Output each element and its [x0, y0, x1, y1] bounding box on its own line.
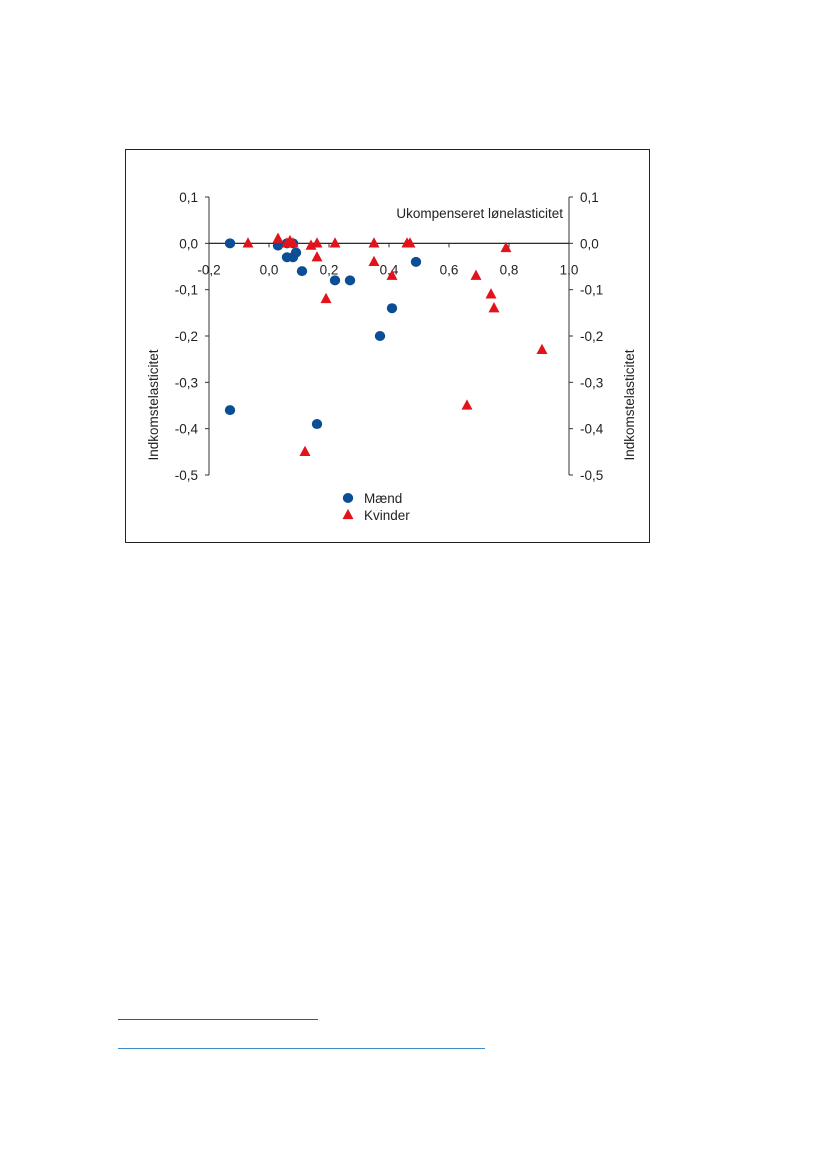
legend-label-maend: Mænd	[364, 491, 402, 506]
data-point-kvinder	[386, 269, 398, 280]
data-point-kvinder	[488, 302, 500, 313]
data-point-maend	[272, 240, 284, 251]
data-point-kvinder	[470, 269, 482, 280]
chart-frame: 0,1 0,1 0,0 0,0 -0,1 -0,1 -0,2 -0,2 -0,3 -0,3 -0,4…	[125, 149, 650, 543]
data-point-maend	[344, 275, 356, 286]
data-point-kvinder	[272, 232, 284, 243]
legend-marker-maend	[342, 493, 354, 503]
data-point-kvinder	[311, 251, 323, 262]
footnote-link-underline[interactable]	[118, 1048, 485, 1049]
y-tick-label-left: 0,1	[179, 190, 198, 205]
data-point-kvinder	[299, 445, 311, 456]
x-tick-label: 1,0	[560, 262, 579, 277]
data-point-kvinder	[311, 237, 323, 248]
y-tick-label-right: -0,5	[580, 468, 603, 483]
data-point-kvinder	[536, 343, 548, 355]
data-point-kvinder	[242, 237, 254, 248]
x-axis-title: Ukompenseret lønelasticitet	[396, 206, 563, 221]
data-point-maend	[290, 247, 302, 258]
x-tick-label: 0,8	[500, 262, 519, 277]
x-tick-label: 0,6	[440, 262, 459, 277]
data-point-maend	[224, 238, 236, 249]
y-axis-title-right: Indkomstelasticitet	[622, 349, 637, 460]
y-tick-label-left: -0,1	[175, 283, 198, 298]
data-point-kvinder	[368, 237, 380, 248]
data-point-maend	[296, 266, 308, 277]
y-tick-label-left: -0,2	[175, 329, 198, 344]
y-tick-label-right: -0,2	[580, 329, 603, 344]
data-point-kvinder	[500, 241, 512, 253]
y-tick-label-right: -0,4	[580, 422, 604, 437]
y-tick-label-right: -0,3	[580, 375, 603, 390]
data-point-maend	[410, 256, 422, 267]
data-point-kvinder	[320, 292, 332, 304]
y-tick-label-left: -0,4	[175, 422, 199, 437]
data-point-maend	[329, 275, 341, 286]
data-point-kvinder	[485, 288, 497, 299]
data-point-kvinder	[461, 399, 473, 410]
x-tick-label: 0,2	[320, 262, 339, 277]
y-tick-label-left: -0,3	[175, 375, 198, 390]
data-point-maend	[311, 419, 323, 430]
scatter-chart: 0,1 0,1 0,0 0,0 -0,1 -0,1 -0,2 -0,2 -0,3 -0,3 -0,4…	[146, 190, 637, 523]
data-point-kvinder	[368, 255, 380, 267]
y-tick-label-left: -0,5	[175, 468, 198, 483]
footnote-separator	[118, 1019, 318, 1020]
y-tick-label-right: -0,1	[580, 283, 603, 298]
y-tick-label-right: 0,1	[580, 190, 599, 205]
y-axis-title-left: Indkomstelasticitet	[146, 349, 161, 460]
data-point-maend	[386, 303, 398, 314]
legend-marker-kvinder	[342, 508, 354, 520]
data-point-maend	[224, 405, 236, 416]
y-tick-label-right: 0,0	[580, 236, 599, 251]
data-point-kvinder	[329, 237, 341, 248]
x-tick-label: 0,0	[260, 262, 279, 277]
legend-label-kvinder: Kvinder	[364, 508, 410, 523]
data-point-maend	[374, 331, 386, 341]
x-tick-label: -0,2	[197, 262, 220, 277]
data-point-kvinder	[287, 237, 299, 248]
data-point-kvinder	[404, 237, 416, 248]
y-tick-label-left: 0,0	[179, 236, 198, 251]
